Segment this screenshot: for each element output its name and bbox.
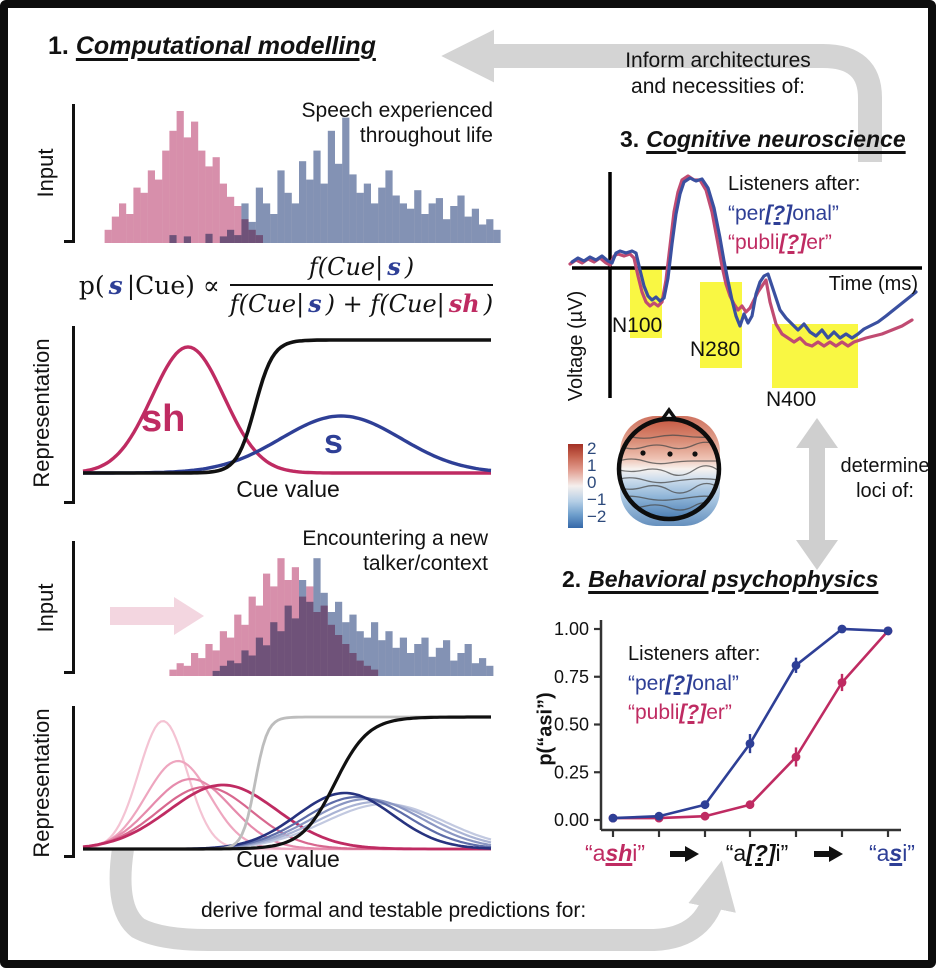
speech-caption-line2: throughout life <box>359 124 493 147</box>
panel1-title: 1. Computational modelling <box>48 32 376 61</box>
updated-representation-chart <box>82 715 492 851</box>
formula-denominator: f(Cue| s) + f(Cue| sh) <box>229 289 494 318</box>
input2-axis-foot <box>64 671 74 674</box>
continuum-axis-words: “ashi” “a[?]i” “asi” <box>585 840 915 867</box>
speech-caption-line1: Speech experienced <box>301 99 493 122</box>
arrow-right-icon <box>670 845 700 862</box>
formula-lhs: p(s |Cue) ∝ <box>78 270 220 300</box>
svg-text:Voltage (µV): Voltage (µV) <box>565 291 587 401</box>
panel3-title: 3. Cognitive neuroscience <box>620 126 906 153</box>
repr1-axis-foot <box>64 501 74 504</box>
panel2-title-text: Behavioral psychophysics <box>588 566 879 592</box>
input1-axis-label: Input <box>33 148 58 198</box>
repr1-x-axis-label: Cue value <box>236 476 340 502</box>
colorbar-tick-label: −2 <box>587 507 607 526</box>
erp-chart: N100 N280 N400 Time (ms) Voltage (µV) <box>565 172 922 411</box>
panel3-number: 3. <box>620 126 640 152</box>
formula-fraction: f(Cue| s) f(Cue| s) + f(Cue| sh) <box>229 252 494 318</box>
svg-text:0.25: 0.25 <box>554 762 589 782</box>
word-ashi: “ashi” <box>585 840 646 866</box>
erp-legend-title: Listeners after: <box>728 173 861 195</box>
panel2-number: 2. <box>562 566 582 592</box>
inform-text-line2: and necessities of: <box>631 75 805 98</box>
new-talker-caption: Encountering a new talker/context <box>253 526 488 576</box>
derive-arrow-icon <box>109 847 736 951</box>
derive-predictions-text: derive formal and testable predictions f… <box>201 899 587 922</box>
bayes-formula: p(s |Cue) ∝ f(Cue| s) f(Cue| s) + f(Cue| sh) <box>76 252 496 318</box>
determine-double-arrow-icon <box>796 418 838 570</box>
input1-axis-foot <box>64 240 74 243</box>
new-talker-histogram <box>169 558 494 676</box>
svg-text:Time (ms): Time (ms) <box>829 273 918 295</box>
determine-line1: determine <box>840 455 930 477</box>
contour-lines <box>619 434 719 511</box>
scalp-topography <box>616 406 722 526</box>
s-category-label: s <box>324 423 343 461</box>
repr1-y-axis <box>72 326 75 504</box>
electrode-dot <box>667 451 673 457</box>
word-publisher: “publi[?]er” <box>728 231 832 254</box>
word-personal: “per[?]onal” <box>728 202 839 225</box>
new-talker-caption-line2: talker/context <box>363 552 488 575</box>
panel3-title-text: Cognitive neuroscience <box>646 126 906 152</box>
svg-text:N100: N100 <box>612 314 662 337</box>
psychometric-legend: Listeners after: “per[?]onal” “publi[?]e… <box>628 640 760 727</box>
erp-panel: N100 N280 N400 Time (ms) Voltage (µV) Listen… <box>564 166 928 416</box>
svg-text:0.75: 0.75 <box>554 667 589 687</box>
repr1-axis-label: Representation <box>29 338 54 488</box>
determine-line2: loci of: <box>856 480 914 502</box>
input1-y-axis <box>72 104 75 243</box>
new-talker-caption-line1: Encountering a new <box>302 527 488 550</box>
panel2-title: 2. Behavioral psychophysics <box>562 566 878 593</box>
colorbar-tick-label: 0 <box>587 473 597 492</box>
erp-legend: Listeners after: “per[?]onal” “publi[?]e… <box>728 170 860 257</box>
panel1-title-text: Computational modelling <box>75 32 376 60</box>
inform-arrow-icon <box>441 29 882 162</box>
input2-axis-label: Input <box>33 583 58 633</box>
colorbar-tick-label: 2 <box>587 439 597 458</box>
arrow-right-icon <box>813 845 843 862</box>
psychometric-chart: 1.00 0.75 0.50 0.25 0.00 <box>554 619 901 837</box>
head-outline <box>616 416 722 522</box>
repr2-axis-label: Representation <box>29 708 54 858</box>
panel1-number: 1. <box>48 32 69 60</box>
head-fill <box>619 419 719 519</box>
svg-text:1.00: 1.00 <box>554 619 589 639</box>
topo-colorbar <box>568 444 583 528</box>
word-asi: “asi” <box>868 840 915 866</box>
repr2-y-axis <box>72 706 75 858</box>
word-publisher: “publi[?]er” <box>628 701 732 724</box>
colorbar-tick-label: −1 <box>587 490 607 509</box>
repr2-x-axis-label: Cue value <box>236 846 340 872</box>
category-representation-chart <box>82 338 492 475</box>
inform-text: Inform architectures and necessities of: <box>553 48 883 100</box>
sh-category-label: sh <box>141 398 186 440</box>
psychometric-panel: p(“asi”) 1.00 0.75 0.50 0.25 0.00 Listeners … <box>533 604 928 904</box>
speech-experience-histogram <box>104 111 501 243</box>
shift-arrow-icon <box>110 597 204 635</box>
electrode-dot <box>692 451 698 457</box>
repr2-axis-foot <box>64 855 74 858</box>
determine-loci-text: determine loci of: <box>830 454 930 504</box>
word-aqi: “a[?]i” <box>725 840 789 866</box>
formula-numerator: f(Cue| s) <box>229 252 494 286</box>
word-personal: “per[?]onal” <box>628 672 739 695</box>
svg-text:N400: N400 <box>766 388 816 411</box>
inform-text-line1: Inform architectures <box>625 49 811 72</box>
psychometric-legend-title: Listeners after: <box>628 643 761 665</box>
colorbar-tick-label: 1 <box>587 456 597 475</box>
formula-s-symbol: s <box>108 270 123 300</box>
speech-caption: Speech experienced throughout life <box>258 98 493 148</box>
formula-sh-symbol: sh <box>448 289 480 318</box>
input2-y-axis <box>72 541 75 674</box>
svg-text:0.50: 0.50 <box>554 715 589 735</box>
svg-text:0.00: 0.00 <box>554 810 589 830</box>
electrode-dot <box>640 450 646 456</box>
topo-colorbar-ticks: 2 1 0 −1 −2 <box>587 440 606 525</box>
svg-text:N280: N280 <box>690 338 740 361</box>
